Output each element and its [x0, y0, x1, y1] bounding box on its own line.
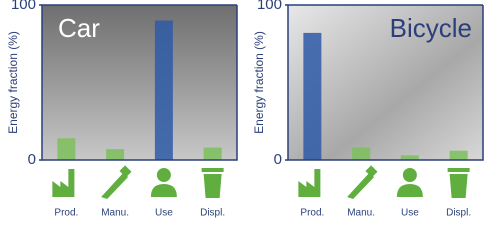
chart-title: Car [58, 13, 100, 43]
person-head [156, 168, 171, 182]
x-tick-label: Prod. [300, 208, 324, 219]
bin-body [449, 174, 468, 198]
person-body [396, 184, 423, 197]
category-icon [396, 168, 423, 197]
y-axis-label: Energy fraction (%) [6, 31, 20, 134]
saw-handle [365, 165, 378, 178]
y-tick-label: 100 [11, 0, 36, 13]
x-tick-label: Manu. [101, 208, 129, 219]
y-tick-label: 0 [28, 151, 36, 168]
x-tick-label: Use [401, 208, 419, 219]
bin-body [203, 174, 222, 198]
page: Car Energy fraction (%) 0 100 Prod. Manu. Use D… [6, 0, 484, 219]
x-tick-label: Displ. [446, 208, 471, 219]
y-tick-label: 0 [274, 151, 282, 168]
category-icon [201, 168, 224, 198]
axis-frame [41, 4, 238, 161]
x-tick-label: Use [155, 208, 173, 219]
bar [57, 138, 76, 160]
photo-background [42, 5, 237, 160]
category-icon [101, 165, 132, 199]
x-tick-label: Manu. [347, 208, 375, 219]
saw-icon [101, 173, 129, 199]
category-icon [447, 168, 470, 198]
factory-icon [298, 169, 321, 197]
x-tick-label: Displ. [200, 208, 225, 219]
person-body [150, 184, 177, 197]
axis-frame [287, 4, 484, 161]
saw-handle [119, 165, 132, 178]
category-icon [347, 165, 378, 199]
bar [106, 149, 125, 160]
chart-title: Bicycle [390, 13, 472, 43]
bar [303, 32, 322, 160]
bin-lid [201, 168, 224, 172]
y-axis-label: Energy fraction (%) [252, 31, 266, 134]
figure: Car Energy fraction (%) 0 100 Prod. Manu. Use D… [6, 0, 484, 219]
y-tick-label: 100 [257, 0, 282, 13]
x-tick-label: Prod. [54, 208, 78, 219]
bin-lid [447, 168, 470, 172]
category-icon [52, 169, 75, 197]
bar [203, 147, 222, 160]
category-icon [150, 168, 177, 197]
factory-icon [52, 169, 75, 197]
person-head [402, 168, 417, 182]
bar [449, 150, 468, 160]
bar [352, 147, 371, 160]
category-icon [298, 169, 321, 197]
saw-icon [347, 173, 375, 199]
bar [400, 155, 419, 160]
bar [154, 20, 173, 160]
